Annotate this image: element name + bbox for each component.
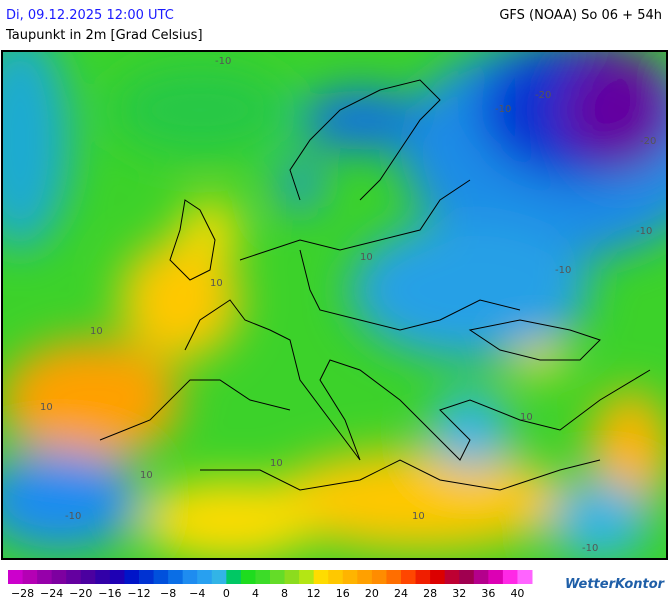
legend-swatch — [430, 570, 446, 584]
contour-label: 10 — [412, 511, 425, 522]
legend-swatch — [182, 570, 198, 584]
contour-label: 10 — [270, 458, 283, 469]
legend-swatch — [109, 570, 125, 584]
parameter: Taupunkt in 2m [Grad Celsius] — [5, 28, 203, 43]
legend-label: 24 — [394, 587, 408, 600]
legend-label: 20 — [365, 587, 379, 600]
legend-label: −28 — [11, 587, 34, 600]
legend-swatch — [124, 570, 140, 584]
contour-label: -10 — [65, 511, 81, 522]
contour-label: -20 — [535, 90, 551, 101]
legend-label: 28 — [423, 587, 437, 600]
legend-swatch — [473, 570, 489, 584]
contour-label: -10 — [636, 226, 652, 237]
brand: WetterKontor — [565, 577, 666, 592]
legend-swatch — [313, 570, 329, 584]
legend-swatch — [386, 570, 402, 584]
legend-swatch — [22, 570, 38, 584]
contour-label: -20 — [640, 136, 656, 147]
model-run: GFS (NOAA) So 06 + 54h — [499, 8, 662, 23]
legend-swatch — [342, 570, 358, 584]
contour-label: -10 — [582, 543, 598, 554]
contour-labels: -10 10 -20 -10 -20 -10 10 -10 10 10 -10 10 -10 10 10 10 — [40, 56, 656, 554]
legend-label: 36 — [481, 587, 495, 600]
contour-label: -10 — [555, 265, 571, 276]
legend-label: 16 — [336, 587, 350, 600]
legend-swatch — [270, 570, 286, 584]
legend-label: −4 — [189, 587, 205, 600]
legend-swatch — [66, 570, 82, 584]
map-frame — [1, 50, 668, 560]
legend-swatch — [226, 570, 242, 584]
legend-swatch — [502, 570, 518, 584]
legend-swatch — [328, 570, 344, 584]
legend-label: 8 — [281, 587, 288, 600]
legend-swatch — [51, 570, 67, 584]
legend-swatch — [139, 570, 155, 584]
legend-swatch — [371, 570, 387, 584]
legend-swatch — [211, 570, 227, 584]
legend-label: 4 — [252, 587, 259, 600]
legend-swatch — [8, 570, 24, 584]
legend-swatch — [80, 570, 96, 584]
legend-swatch — [415, 570, 431, 584]
contour-label: 10 — [520, 412, 533, 423]
legend-swatch — [459, 570, 475, 584]
contour-label: -10 — [495, 104, 511, 115]
contour-label: 10 — [360, 252, 373, 263]
legend-swatch — [240, 570, 256, 584]
legend-swatch — [401, 570, 417, 584]
legend-label: 0 — [223, 587, 230, 600]
legend-swatch — [168, 570, 184, 584]
contour-label: 10 — [40, 402, 53, 413]
legend-label: 40 — [510, 587, 524, 600]
legend-label: −20 — [69, 587, 92, 600]
color-legend: −28 −24 −20 −16 −12 −8 −4 0 4 8 12 16 20 24 28 32 36 40 — [8, 570, 533, 600]
legend-label: −12 — [127, 587, 150, 600]
legend-swatch — [488, 570, 504, 584]
contour-label: 10 — [90, 326, 103, 337]
legend-swatch — [517, 570, 533, 584]
datetime: Di, 09.12.2025 12:00 UTC — [6, 8, 174, 23]
map-field: -10 10 -20 -10 -20 -10 10 -10 10 10 -10 10 -10 10 10 10 — [2, 51, 667, 559]
contour-label: 10 — [210, 278, 223, 289]
legend-label: −24 — [40, 587, 63, 600]
legend-swatch — [153, 570, 169, 584]
legend-label: −8 — [160, 587, 176, 600]
contour-label: -10 — [215, 56, 231, 67]
legend-swatch — [299, 570, 315, 584]
legend-swatch — [37, 570, 53, 584]
legend-swatch — [284, 570, 300, 584]
legend-swatch — [357, 570, 373, 584]
legend-swatch — [197, 570, 213, 584]
legend-label: 32 — [452, 587, 466, 600]
legend-swatch — [255, 570, 271, 584]
coastlines — [99, 79, 651, 491]
legend-swatch — [444, 570, 460, 584]
contour-label: 10 — [140, 470, 153, 481]
legend-label: −16 — [98, 587, 121, 600]
legend-swatch — [95, 570, 111, 584]
legend-label: 12 — [307, 587, 321, 600]
